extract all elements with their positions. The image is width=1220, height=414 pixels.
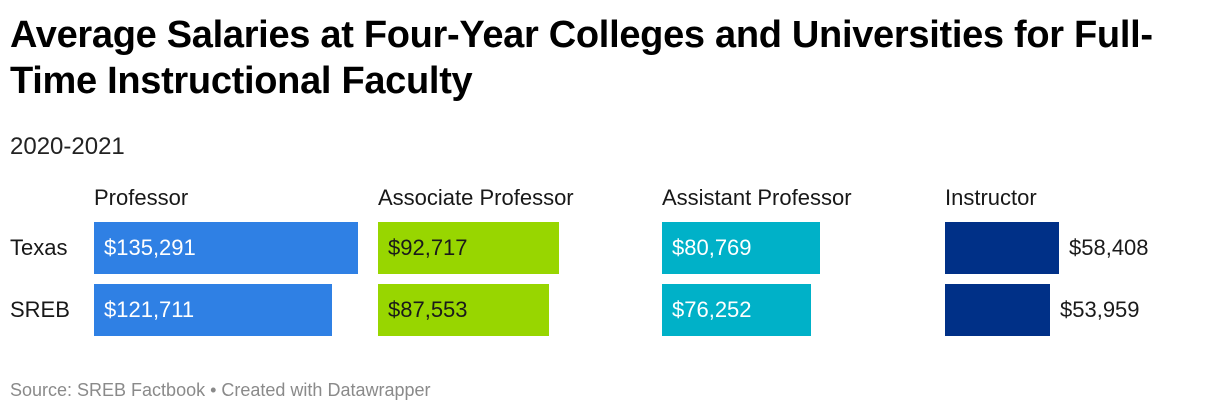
row-label-sreb: SREB [10, 297, 70, 322]
panel-assistant-professor: Assistant Professor $80,769 $76,252 [662, 175, 932, 355]
row-label-texas: Texas [10, 235, 68, 260]
panel-title-instructor: Instructor [945, 185, 1037, 210]
panel-instructor: Instructor $58,408 $53,959 [945, 175, 1215, 355]
chart-title: Average Salaries at Four-Year Colleges a… [10, 14, 1153, 102]
bar-instructor-sreb [945, 284, 1050, 336]
bar-label-instructor-sreb: $53,959 [1060, 297, 1140, 322]
panel-professor: Professor $135,291 $121,711 [94, 175, 364, 355]
bar-professor-texas [94, 222, 358, 274]
bar-label-assistant-professor-sreb: $76,252 [672, 297, 752, 322]
bar-associate-professor-texas [378, 222, 559, 274]
bar-chart: Texas SREB Professor $135,291 $121,711 A… [0, 175, 1220, 355]
source-footer: Source: SREB Factbook • Created with Dat… [10, 380, 431, 400]
bar-label-professor-sreb: $121,711 [104, 297, 195, 322]
bar-assistant-professor-sreb [662, 284, 811, 336]
panel-associate-professor: Associate Professor $92,717 $87,553 [378, 175, 648, 355]
bar-label-associate-professor-sreb: $87,553 [388, 297, 468, 322]
bar-instructor-texas [945, 222, 1059, 274]
bar-associate-professor-sreb [378, 284, 549, 336]
bar-label-associate-professor-texas: $92,717 [388, 235, 468, 260]
panel-title-professor: Professor [94, 185, 189, 210]
panel-title-assistant-professor: Assistant Professor [662, 185, 852, 210]
bar-professor-sreb [94, 284, 332, 336]
bar-label-professor-texas: $135,291 [104, 235, 196, 260]
bar-assistant-professor-texas [662, 222, 820, 274]
bar-label-assistant-professor-texas: $80,769 [672, 235, 752, 260]
bar-label-instructor-texas: $58,408 [1069, 235, 1149, 260]
chart-subtitle: 2020-2021 [10, 133, 125, 160]
panel-title-associate-professor: Associate Professor [378, 185, 574, 210]
